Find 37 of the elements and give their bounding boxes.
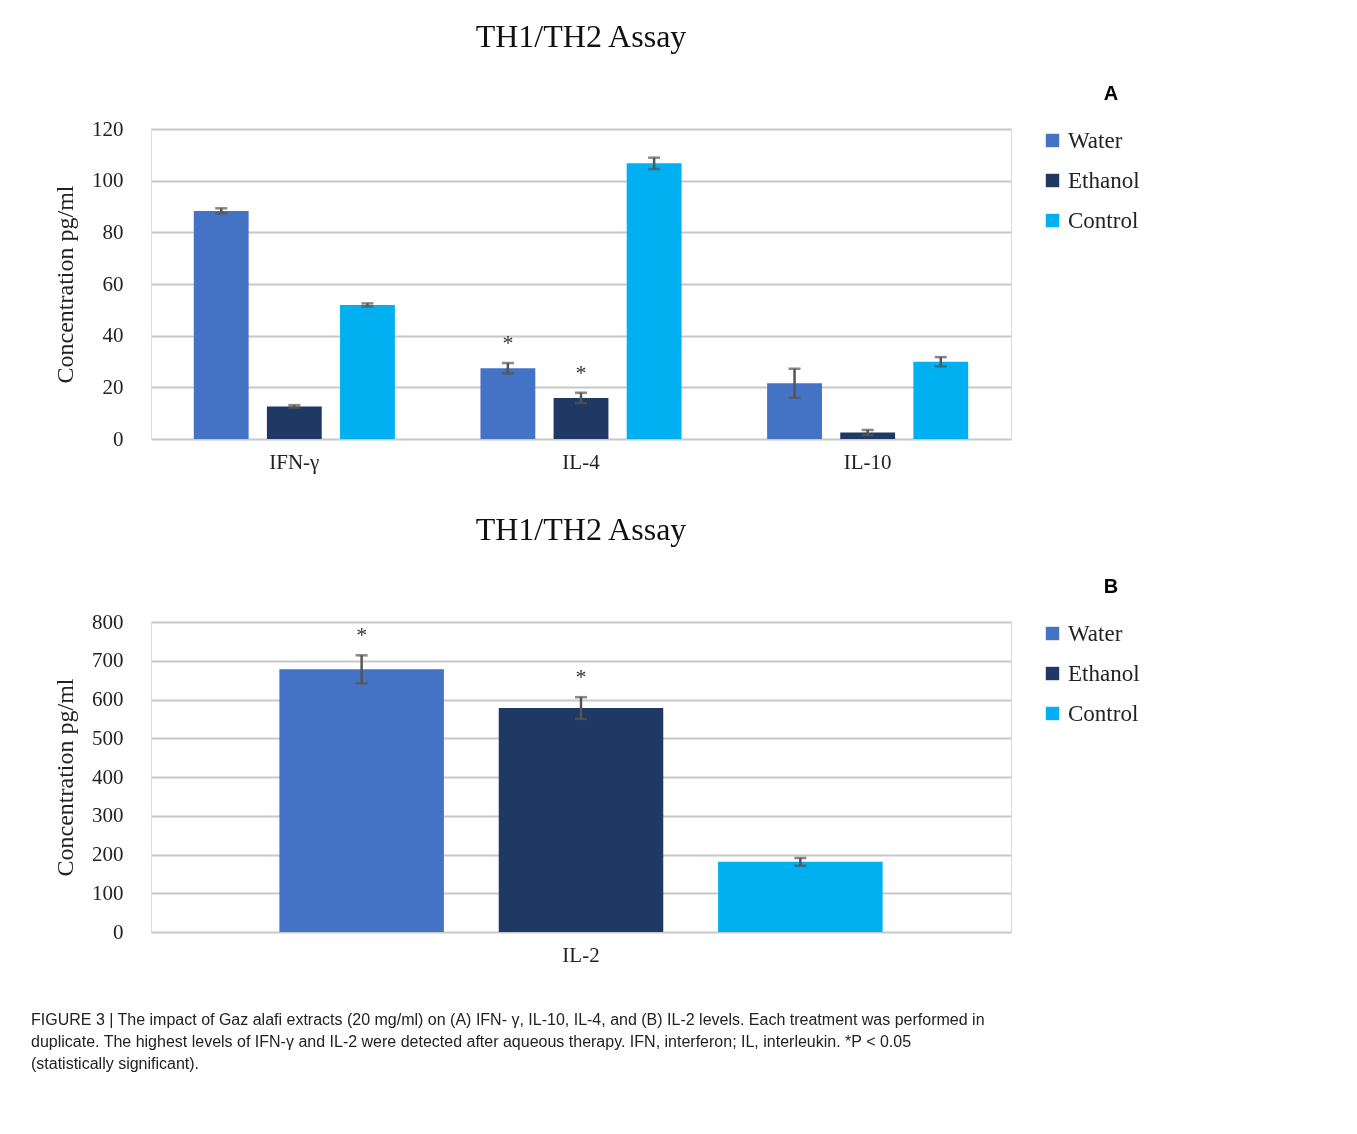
x-tick-label: IL-10	[843, 449, 892, 474]
y-axis-title: Concentration pg/ml	[52, 185, 78, 384]
legend-label: Control	[1068, 207, 1139, 233]
chart-title: TH1/TH2 Assay	[475, 18, 687, 54]
y-tick-label: 120	[92, 116, 124, 141]
y-tick-label: 40	[102, 323, 124, 348]
text: B	[1103, 575, 1119, 597]
y-tick-label: 0	[113, 919, 124, 944]
y-tick-label: 800	[92, 609, 124, 634]
x-tick-label: IL-2	[562, 942, 600, 967]
y-tick-label: 60	[102, 271, 124, 296]
text: A	[1103, 82, 1119, 104]
x-tick-label: IL-4	[562, 449, 601, 474]
data-label: *	[575, 664, 587, 690]
y-tick-label: 700	[92, 648, 124, 673]
y-axis-title: Concentration pg/ml	[52, 678, 78, 877]
y-tick-label: 100	[92, 168, 124, 193]
y-tick-label: 600	[92, 687, 124, 711]
y-tick-label: 200	[92, 842, 124, 866]
legend-label: Ethanol	[1068, 167, 1140, 193]
y-tick-label: 100	[92, 880, 124, 905]
chart-title: TH1/TH2 Assay	[475, 511, 687, 547]
legend-label: Water	[1068, 620, 1123, 646]
data-label: *	[356, 622, 368, 648]
y-tick-label: 80	[102, 219, 124, 244]
y-tick-label: 500	[92, 725, 124, 750]
data-label: *	[502, 330, 514, 356]
legend-label: Water	[1068, 127, 1123, 153]
y-tick-label: 400	[92, 764, 124, 789]
caption: FIGURE 3 | The impact of Gaz alafi extracts (20 mg/ml) on (A) IFN- γ, IL-10, IL-4, and (B) IL-2 levels. Each treatment was performed in duplicate. The highest levels of IFN-γ and IL-2 were detected after aqueous therapy. IFN, interferon; IL, interleukin. *P < 0.05 (statistically significant).	[31, 1011, 985, 1072]
x-tick-label: IFN-γ	[269, 449, 320, 474]
y-tick-label: 20	[102, 374, 124, 399]
data-label: *	[575, 359, 587, 385]
legend-label: Ethanol	[1068, 660, 1140, 686]
y-tick-label: 0	[113, 426, 124, 451]
y-tick-label: 300	[92, 803, 124, 828]
legend-label: Control	[1068, 700, 1139, 726]
